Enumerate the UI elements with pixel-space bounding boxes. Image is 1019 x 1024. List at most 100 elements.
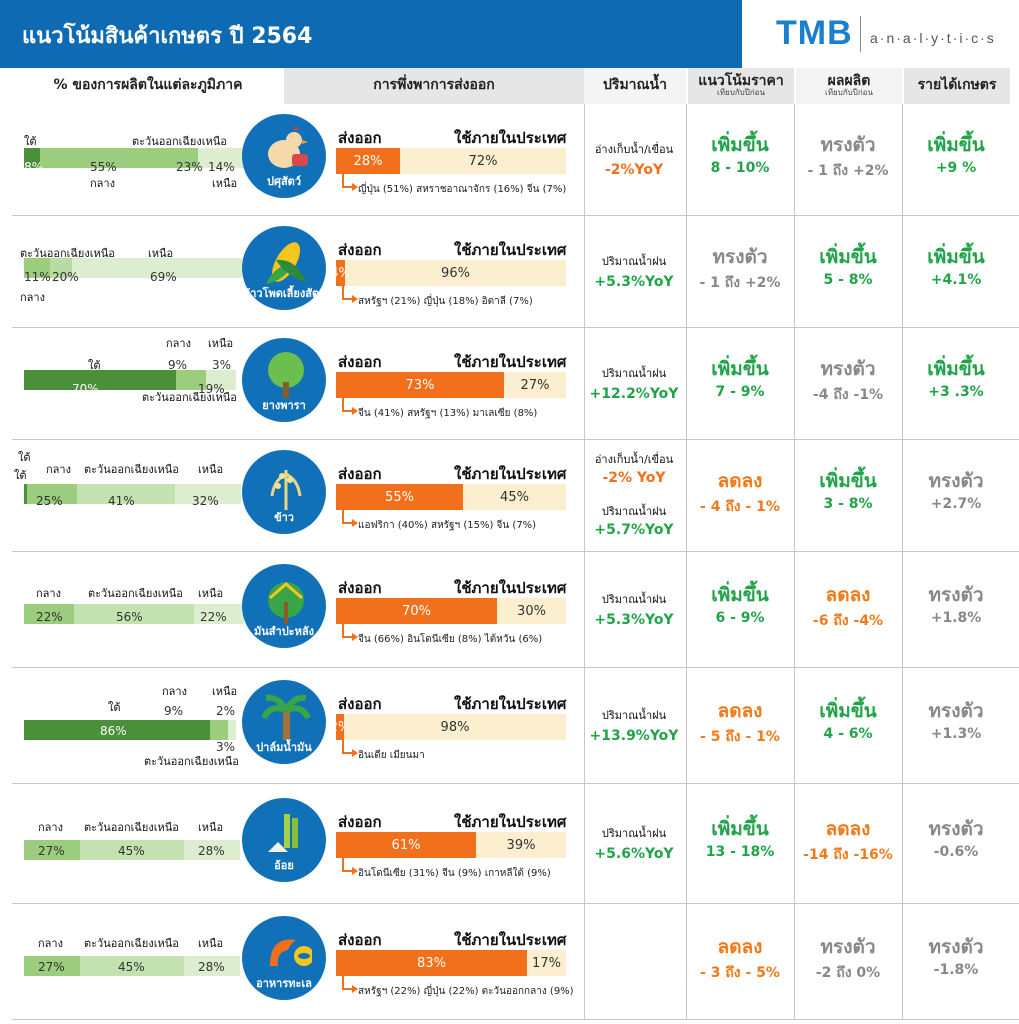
region-name-label: ใต้ [108, 701, 121, 714]
region-name-label: ตะวันออกเฉียงเหนือ [142, 391, 237, 404]
export-label: ส่งออก [338, 695, 382, 713]
region-value-label: 23% [176, 160, 203, 174]
region-value-label: 86% [100, 724, 127, 738]
domestic-share-bar: 96% [345, 260, 566, 286]
income-trend: ทรงตัว [928, 470, 984, 492]
export-label: ส่งออก [338, 129, 382, 147]
header-output-label: ผลผลิต [827, 72, 871, 89]
header-income-label: รายได้เกษตร [917, 77, 997, 94]
column-headers: % ของการผลิตในแต่ละภูมิภาค การพึ่งพาการส… [12, 68, 1019, 104]
region-bar [228, 720, 236, 740]
region-name-label: เหนือ [208, 337, 234, 350]
region-bar [40, 148, 198, 168]
region-name-label: กลาง [38, 821, 63, 834]
chicken-icon [268, 126, 308, 168]
header-production: % ของการผลิตในแต่ละภูมิภาค [12, 68, 284, 104]
destination-arrow-icon [342, 976, 358, 993]
column-divider [794, 440, 795, 552]
product-row: ใต้ ใต้ กลาง ตะวันออกเฉียงเหนือ เหนือ 25% 41% 3… [12, 440, 1019, 552]
region-bar [50, 258, 72, 278]
region-name-label: ตะวันออกเฉียงเหนือ [144, 755, 239, 768]
region-name-label: ตะวันออกเฉียงเหนือ [84, 937, 179, 950]
output-trend: ลดลง [825, 818, 871, 840]
region-name-label: เหนือ [198, 821, 224, 834]
header-output-sub: เทียบกับปีก่อน [825, 88, 873, 98]
export-share-bar: 55% [336, 484, 463, 510]
region-bar [184, 956, 240, 976]
row-divider [12, 1019, 1019, 1020]
header-price: แนวโน้มราคา เทียบกับปีก่อน [688, 68, 794, 104]
region-value-label: 3% [216, 740, 236, 754]
region-bar [24, 956, 80, 976]
column-divider [584, 552, 585, 668]
column-divider [686, 104, 687, 216]
output-range: -4 ถึง -1% [812, 387, 884, 403]
column-divider [794, 668, 795, 784]
income-trend: ทรงตัว [928, 936, 984, 958]
export-destinations: อินโดนีเซีย (31%) จีน (9%) เกาหลีใต้ (9%… [358, 868, 551, 879]
region-name-label: ตะวันออกเฉียงเหนือ [132, 135, 227, 148]
output-trend: ทรงตัว [820, 134, 876, 156]
output-trend: ลดลง [825, 584, 871, 606]
income-trend: ทรงตัว [928, 818, 984, 840]
domestic-share-bar: 17% [527, 950, 566, 976]
row-divider [12, 439, 1019, 440]
column-divider [902, 104, 903, 216]
region-bar [27, 484, 77, 504]
product-icon-circle: มันสำปะหลัง [242, 564, 326, 648]
region-value-label: 8% [24, 160, 44, 174]
region-value-label: 69% [150, 270, 177, 284]
column-divider [902, 328, 903, 440]
region-bar [24, 840, 80, 860]
water-value: +5.6%YoY [594, 846, 674, 862]
region-bar [24, 148, 40, 168]
column-divider [902, 552, 903, 668]
output-range: -2 ถึง 0% [815, 965, 881, 981]
destination-arrow-icon [342, 740, 358, 757]
column-divider [902, 784, 903, 904]
region-value-label: 45% [118, 960, 145, 974]
water-label: ปริมาณน้ำฝน [601, 505, 667, 518]
export-destinations: ญี่ปุ่น (51%) สหราชอาณาจักร (16%) จีน (7… [358, 184, 567, 195]
row-divider [12, 667, 1019, 668]
income-range: +4.1% [930, 272, 982, 288]
rice-icon [270, 470, 302, 510]
column-divider [686, 328, 687, 440]
income-trend: เพิ่มขึ้น [927, 134, 985, 156]
water-label: ปริมาณน้ำฝน [601, 709, 667, 722]
destination-arrow-icon [342, 624, 358, 641]
region-name-label: กลาง [90, 177, 115, 190]
column-divider [794, 904, 795, 1020]
domestic-label: ใช้ภายในประเทศ [454, 813, 567, 831]
product-name: อ้อย [274, 859, 294, 872]
column-divider [794, 784, 795, 904]
region-value-label: 9% [168, 358, 188, 372]
price-trend: ลดลง [717, 936, 763, 958]
domestic-share-bar: 45% [463, 484, 566, 510]
water-label: ปริมาณน้ำฝน [601, 827, 667, 840]
product-row: กลาง ตะวันออกเฉียงเหนือ เหนือ 27% 45% 28% อาหา… [12, 904, 1019, 1020]
region-value-label: 28% [198, 960, 225, 974]
column-divider [794, 216, 795, 328]
column-divider [584, 668, 585, 784]
export-share-bar: 70% [336, 598, 497, 624]
product-row: กลาง ตะวันออกเฉียงเหนือ เหนือ 27% 45% 28% อ้อย… [12, 784, 1019, 904]
price-trend: เพิ่มขึ้น [711, 584, 769, 606]
logo-main: TMB [776, 14, 853, 52]
price-trend: เพิ่มขึ้น [711, 134, 769, 156]
region-value-label: 11% [24, 270, 51, 284]
income-range: +1.8% [930, 610, 982, 626]
price-range: 13 - 18% [705, 844, 775, 860]
column-divider [794, 552, 795, 668]
region-value-label: 32% [192, 494, 219, 508]
region-name-label: ใต้ [24, 135, 37, 148]
header-water-label: ปริมาณน้ำ [603, 77, 667, 94]
region-name-label: กลาง [46, 463, 71, 476]
column-divider [902, 440, 903, 552]
export-share-bar: 61% [336, 832, 476, 858]
domestic-label: ใช้ภายในประเทศ [454, 695, 567, 713]
price-range: - 3 ถึง - 5% [700, 965, 780, 981]
domestic-label: ใช้ภายในประเทศ [454, 129, 567, 147]
region-value-label: 25% [36, 494, 63, 508]
price-range: - 4 ถึง - 1% [700, 499, 780, 515]
